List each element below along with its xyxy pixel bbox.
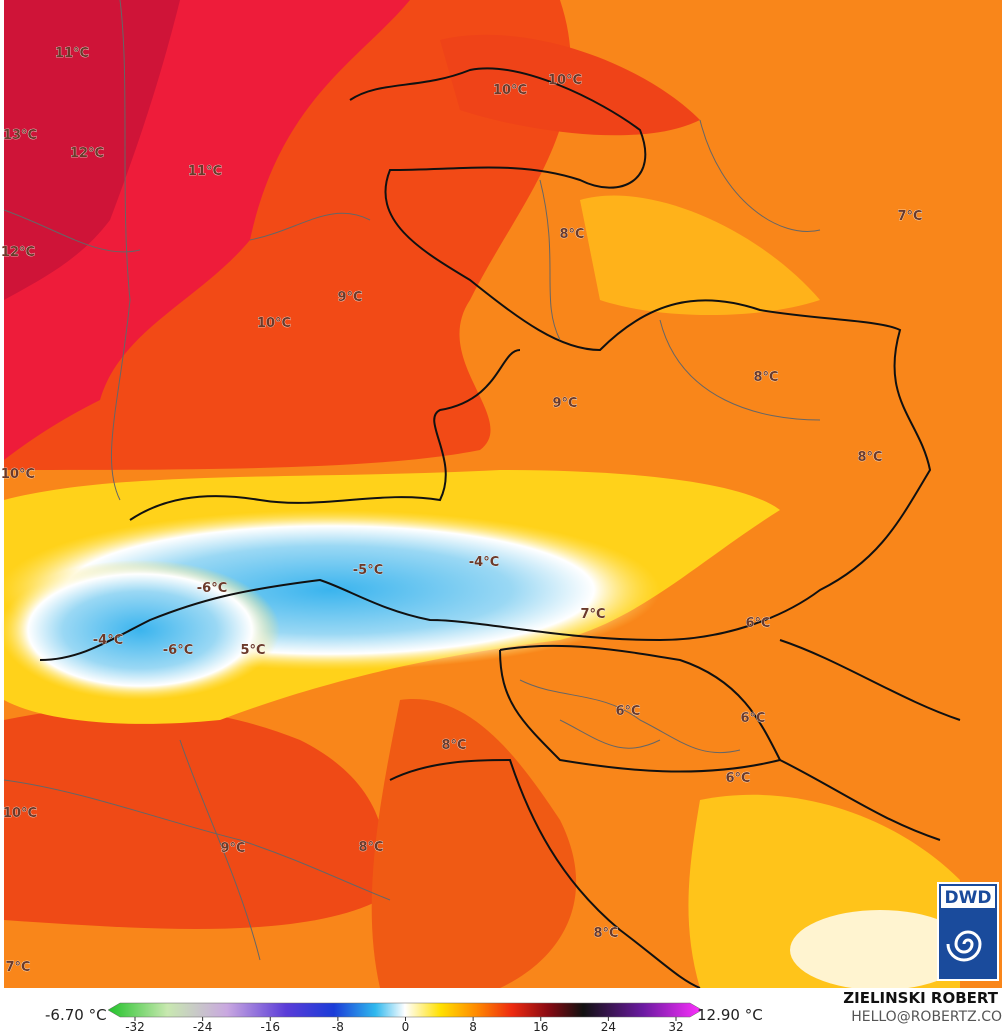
warm-region [4, 706, 386, 929]
temperature-label: 10°C [1, 467, 35, 482]
temperature-label: 6°C [615, 704, 640, 719]
snow-region [790, 910, 970, 990]
temperature-label: -5°C [353, 563, 383, 578]
temperature-label: 8°C [753, 370, 778, 385]
temperature-label: 11°C [188, 164, 222, 179]
temperature-label: 12°C [1, 245, 35, 260]
warm-region [440, 34, 700, 136]
temperature-label: 8°C [559, 227, 584, 242]
colorbar-min: -6.70 °C [45, 1006, 107, 1024]
temperature-label: 9°C [552, 396, 577, 411]
credit-name: ZIELINSKI ROBERT [843, 989, 998, 1007]
temperature-label: 5°C [240, 643, 265, 658]
colorbar-tick-label: -24 [193, 1020, 213, 1034]
temperature-label: 7°C [580, 607, 605, 622]
cool-region [580, 195, 820, 315]
colorbar-max: 12.90 °C [697, 1006, 763, 1024]
temperature-label: 9°C [337, 290, 362, 305]
logo-header [941, 886, 995, 908]
temperature-label: 10°C [3, 806, 37, 821]
temperature-labels: 11°C 13°C 12°C 11°C 12°C 10°C 10°C 8°C 7°C 9°C 10°… [1, 46, 923, 976]
colorbar-bar [107, 1002, 703, 1018]
hot-region [4, 0, 180, 300]
temperature-label: 8°C [441, 738, 466, 753]
temperature-label: -6°C [163, 643, 193, 658]
colorbar-tick-label: -16 [260, 1020, 280, 1034]
colorbar: -6.70 °C 12.90 °C -32 -24 -16 -8 0 8 16 24 32 [0, 988, 1002, 1035]
logo-text: DWD [945, 888, 992, 908]
snow-region [0, 560, 280, 700]
temperature-label: 11°C [55, 46, 89, 61]
temperature-label: -6°C [197, 581, 227, 596]
region-borders [3, 0, 821, 961]
colorbar-tick-label: 8 [469, 1020, 477, 1034]
temperature-label: 7°C [5, 960, 30, 975]
temperature-label: 6°C [740, 711, 765, 726]
map: 11°C 13°C 12°C 11°C 12°C 10°C 10°C 8°C 7°C 9°C 10°… [0, 0, 1002, 990]
temperature-label: 8°C [358, 840, 383, 855]
temperature-label: 12°C [70, 146, 104, 161]
temperature-label: 7°C [897, 209, 922, 224]
colorbar-tick-label: 24 [601, 1020, 616, 1034]
credit-email: HELLO@ROBERTZ.CO [851, 1009, 1002, 1025]
colorbar-tick-label: 32 [668, 1020, 683, 1034]
logo-swirl [946, 930, 982, 962]
temperature-label: 10°C [548, 73, 582, 88]
temperature-label: 13°C [3, 128, 37, 143]
temperature-label: 8°C [857, 450, 882, 465]
colorbar-tick-label: -8 [332, 1020, 344, 1034]
country-borders [39, 67, 961, 989]
temperature-label: -4°C [93, 633, 123, 648]
temperature-label: 9°C [220, 841, 245, 856]
temperature-label: 6°C [725, 771, 750, 786]
temperature-label: -4°C [469, 555, 499, 570]
temperature-label: 8°C [593, 926, 618, 941]
colorbar-tick-label: -32 [125, 1020, 145, 1034]
temperature-label: 10°C [493, 83, 527, 98]
colorbar-ticks: -32 -24 -16 -8 0 8 16 24 32 [125, 1017, 684, 1034]
colorbar-tick-label: 16 [533, 1020, 548, 1034]
temperature-label: 6°C [745, 616, 770, 631]
colorbar-tick-label: 0 [402, 1020, 410, 1034]
warm-region [371, 699, 577, 988]
dwd-logo: DWD [937, 882, 999, 981]
temperature-label: 10°C [257, 316, 291, 331]
